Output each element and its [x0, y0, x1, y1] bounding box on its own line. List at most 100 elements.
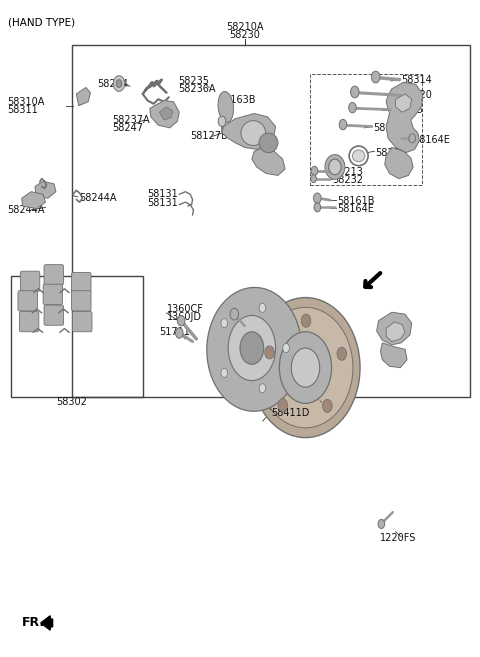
Text: 58390C: 58390C	[235, 309, 273, 319]
Circle shape	[339, 120, 347, 130]
FancyBboxPatch shape	[18, 290, 37, 311]
Circle shape	[348, 102, 356, 113]
FancyBboxPatch shape	[72, 273, 91, 292]
Ellipse shape	[207, 287, 301, 411]
Polygon shape	[159, 107, 173, 120]
Text: 58247: 58247	[112, 123, 143, 133]
Polygon shape	[384, 147, 413, 179]
Circle shape	[279, 332, 332, 403]
Text: 58390B: 58390B	[235, 301, 273, 311]
Polygon shape	[377, 312, 412, 345]
Text: 58161B: 58161B	[337, 196, 375, 206]
Polygon shape	[35, 181, 56, 198]
Circle shape	[230, 308, 239, 320]
Text: 58232: 58232	[333, 175, 363, 185]
Text: 58213: 58213	[333, 167, 363, 177]
Circle shape	[313, 193, 321, 204]
Text: 58127B: 58127B	[190, 131, 228, 141]
Text: 58164E: 58164E	[337, 204, 374, 214]
FancyBboxPatch shape	[44, 305, 63, 325]
Circle shape	[116, 79, 122, 87]
Text: (HAND TYPE): (HAND TYPE)	[8, 17, 75, 27]
Text: 58236A: 58236A	[179, 84, 216, 94]
Text: 1360CF: 1360CF	[167, 304, 204, 314]
Ellipse shape	[258, 307, 353, 428]
FancyBboxPatch shape	[19, 311, 39, 332]
Circle shape	[311, 175, 316, 183]
Circle shape	[218, 116, 226, 127]
FancyBboxPatch shape	[44, 265, 63, 285]
Text: 58314: 58314	[401, 75, 432, 85]
Polygon shape	[386, 322, 405, 342]
Text: FR.: FR.	[22, 616, 45, 629]
Circle shape	[221, 319, 228, 328]
Text: 58254: 58254	[97, 79, 129, 89]
Circle shape	[178, 315, 185, 326]
Circle shape	[291, 348, 320, 387]
Text: 58120: 58120	[401, 90, 432, 101]
Circle shape	[240, 332, 264, 365]
Ellipse shape	[259, 133, 278, 152]
Ellipse shape	[325, 154, 345, 179]
Circle shape	[259, 384, 266, 393]
Circle shape	[113, 76, 125, 91]
Text: 58131: 58131	[147, 189, 178, 199]
Circle shape	[409, 134, 416, 143]
Bar	[72, 45, 470, 397]
Text: 58233: 58233	[375, 148, 406, 158]
Circle shape	[228, 315, 276, 380]
Text: 58235: 58235	[179, 76, 209, 86]
FancyBboxPatch shape	[43, 284, 62, 304]
Polygon shape	[76, 87, 91, 106]
Polygon shape	[386, 82, 423, 152]
Ellipse shape	[218, 91, 233, 122]
Circle shape	[350, 86, 359, 98]
Bar	[12, 277, 143, 397]
Text: 1360JD: 1360JD	[167, 312, 202, 322]
Text: 58162B: 58162B	[373, 123, 410, 133]
Polygon shape	[252, 147, 285, 175]
Text: 1220FS: 1220FS	[380, 533, 416, 543]
Circle shape	[301, 314, 311, 327]
Text: 58131: 58131	[147, 198, 178, 208]
Text: 58210A: 58210A	[226, 22, 264, 32]
Text: 58302: 58302	[56, 397, 87, 407]
FancyArrow shape	[41, 616, 53, 630]
Circle shape	[314, 203, 321, 212]
Polygon shape	[396, 94, 412, 112]
Circle shape	[265, 346, 274, 359]
Text: 58311: 58311	[8, 104, 38, 114]
Text: 58411D: 58411D	[271, 408, 309, 419]
Text: 58237A: 58237A	[112, 115, 150, 125]
Text: 58125: 58125	[392, 105, 423, 115]
Text: 58244A: 58244A	[8, 205, 45, 215]
Ellipse shape	[329, 159, 341, 175]
Ellipse shape	[241, 121, 265, 145]
Ellipse shape	[352, 150, 365, 162]
Text: 58310A: 58310A	[8, 97, 45, 107]
Text: 51711: 51711	[159, 327, 190, 338]
Bar	[310, 74, 422, 185]
Circle shape	[378, 520, 384, 528]
Circle shape	[221, 369, 228, 378]
Text: 58164E: 58164E	[413, 135, 450, 145]
Circle shape	[337, 347, 347, 360]
Circle shape	[283, 344, 289, 353]
Circle shape	[259, 304, 266, 312]
Circle shape	[278, 399, 288, 412]
Polygon shape	[22, 192, 46, 209]
Polygon shape	[150, 101, 179, 128]
Text: 58163B: 58163B	[219, 95, 256, 106]
Ellipse shape	[251, 298, 360, 438]
Circle shape	[372, 71, 380, 83]
Polygon shape	[381, 343, 407, 367]
FancyBboxPatch shape	[20, 271, 40, 291]
Circle shape	[176, 328, 183, 338]
Circle shape	[311, 166, 318, 175]
Polygon shape	[222, 114, 276, 149]
Text: 58244A: 58244A	[79, 193, 116, 203]
FancyBboxPatch shape	[72, 311, 92, 332]
Circle shape	[323, 399, 332, 413]
Text: 58230: 58230	[229, 30, 260, 40]
FancyBboxPatch shape	[72, 290, 91, 311]
